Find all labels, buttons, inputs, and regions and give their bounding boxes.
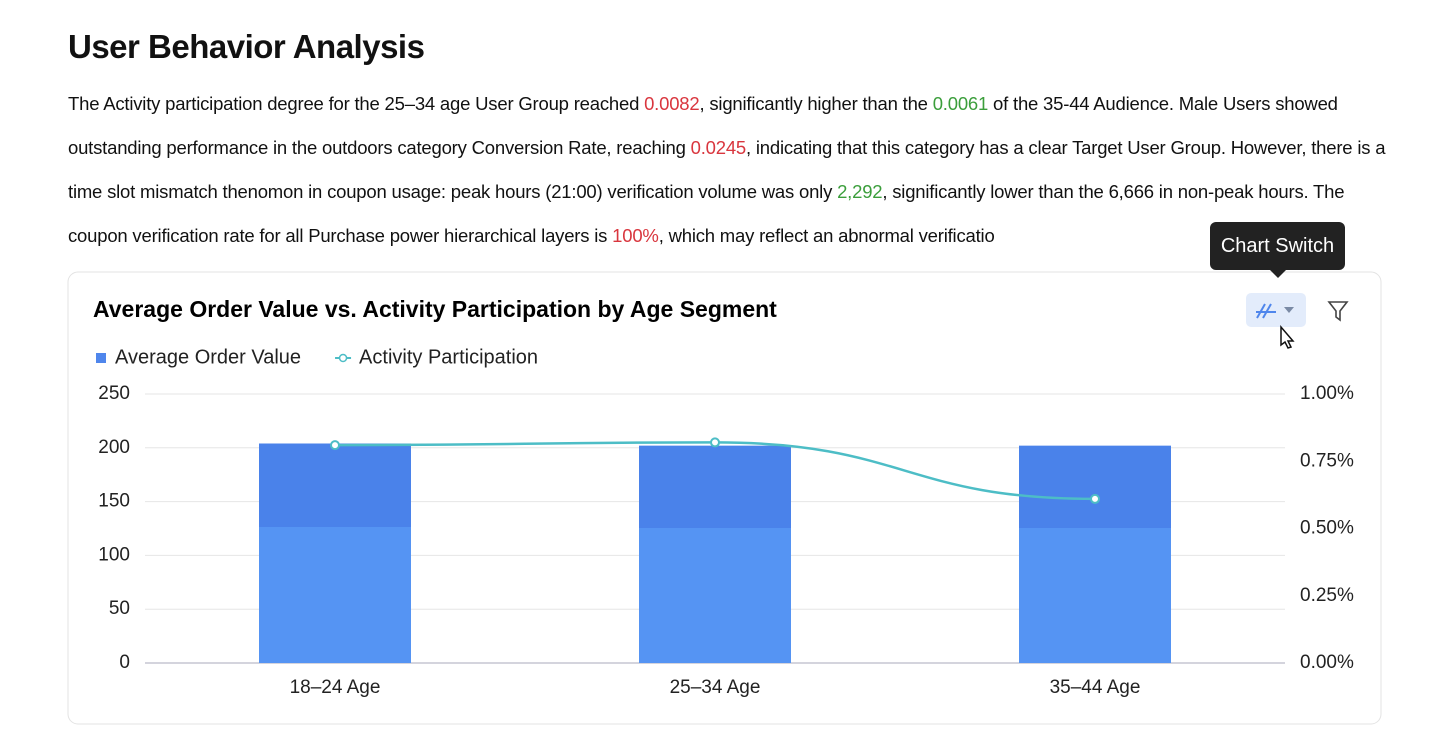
text-run: , indicating that this category has a cl… (68, 137, 1386, 202)
line-point (710, 437, 720, 448)
line-point (330, 440, 340, 451)
y2-tick-label: 0.00% (1300, 652, 1354, 673)
highlight-value: 100% (612, 225, 659, 246)
bar (1019, 445, 1171, 663)
legend-swatch (338, 353, 348, 363)
y-tick-label: 0 (119, 652, 130, 673)
text-run: , which may reflect an abnormal verifica… (658, 225, 995, 246)
summary-paragraph: The Activity participation degree for th… (68, 82, 1388, 258)
text-run: The Activity participation degree for th… (68, 93, 645, 114)
y2-tick-label: 1.00% (1300, 383, 1354, 404)
x-tick-label: 35–44 Age (1050, 677, 1141, 698)
cursor (1280, 324, 1295, 349)
x-tick-label: 25–34 Age (670, 677, 761, 698)
text-run: , significantly higher than the (699, 93, 933, 114)
highlight-value: 0.0061 (932, 93, 989, 114)
highlight-value: 0.0082 (644, 93, 700, 114)
y-tick-label: 200 (98, 437, 130, 458)
bar (639, 445, 791, 663)
y2-tick-label: 0.75% (1300, 450, 1354, 471)
filter-button[interactable] (1327, 301, 1349, 322)
highlight-value: 2,292 (837, 181, 883, 202)
line-point (1090, 493, 1100, 504)
y-tick-label: 100 (98, 544, 130, 565)
y-tick-label: 250 (98, 383, 130, 404)
y-tick-label: 150 (98, 491, 130, 512)
y2-tick-label: 0.50% (1300, 518, 1354, 539)
text-run: , significantly lower than the 6,666 in … (68, 181, 1345, 246)
chart-switch-button[interactable] (1246, 293, 1306, 327)
chart-title: Average Order Value vs. Activity Partici… (93, 296, 777, 322)
y2-tick-label: 0.25% (1300, 585, 1354, 606)
highlight-value: 0.0245 (690, 137, 747, 158)
text-run: of the 35-44 Audience. Male Users showed… (68, 93, 1338, 158)
legend-swatch (96, 353, 106, 363)
bar (259, 443, 411, 663)
y-tick-label: 50 (109, 598, 130, 619)
legend-label: Activity Participation (359, 346, 538, 368)
page-title: User Behavior Analysis (68, 28, 425, 65)
legend-label: Average Order Value (115, 346, 301, 368)
x-tick-label: 18–24 Age (290, 677, 381, 698)
tooltip: Chart Switch (1210, 222, 1345, 278)
